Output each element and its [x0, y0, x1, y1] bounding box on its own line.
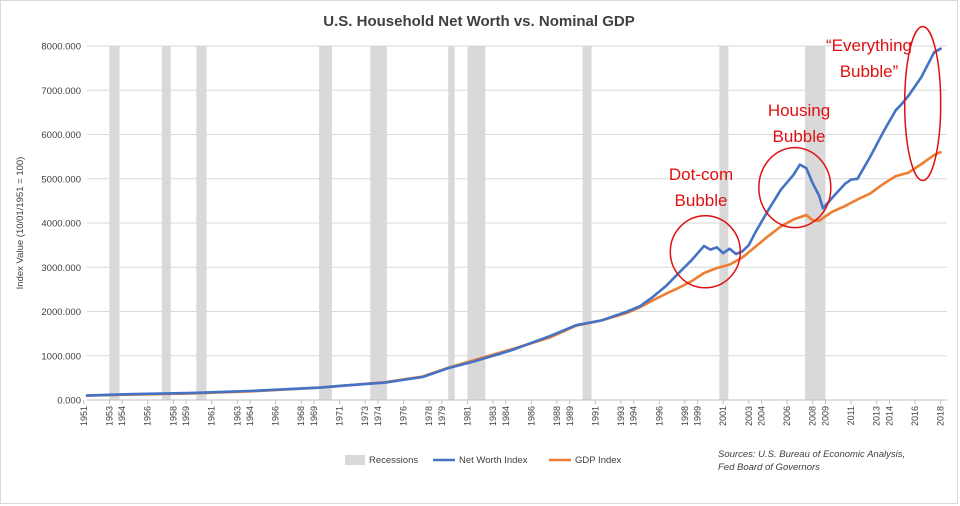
x-tick-label: 1983: [488, 406, 498, 426]
x-tick-label: 1964: [245, 406, 255, 426]
x-tick-label: 2003: [744, 406, 754, 426]
x-tick-label: 1978: [424, 406, 434, 426]
y-tick-label: 6000.000: [41, 130, 81, 141]
x-tick-label: 2016: [910, 406, 920, 426]
source-line: Sources: U.S. Bureau of Economic Analysi…: [718, 449, 905, 460]
x-tick-label: 1984: [501, 406, 511, 426]
x-tick-label: 1971: [335, 406, 345, 426]
annotation-label: Bubble”: [840, 62, 899, 81]
x-tick-label: 1963: [232, 406, 242, 426]
x-tick-label: 1994: [629, 406, 639, 426]
x-tick-label: 2013: [872, 406, 882, 426]
y-tick-label: 1000.000: [41, 351, 81, 362]
legend-label: GDP Index: [575, 455, 622, 466]
annotations: Dot-com Bubble Housing Bubble “Everything Bub…: [669, 25, 942, 289]
legend: Recessions Net Worth Index GDP Index: [345, 455, 622, 466]
x-tick-label: 1996: [654, 406, 664, 426]
x-tick-label: 1958: [168, 406, 178, 426]
x-tick-label: 1999: [693, 406, 703, 426]
y-axis-ticks: 0.000 1000.000 2000.000 3000.000 4000.000 500…: [41, 42, 81, 407]
x-axis-ticks: 1951 1953 1954 1956 1958 1959 1961 1963 1964 1966…: [79, 399, 947, 426]
source-note: Sources: U.S. Bureau of Economic Analysi…: [718, 449, 905, 473]
x-tick-label: 1973: [360, 406, 370, 426]
x-tick-label: 1968: [296, 406, 306, 426]
y-tick-label: 0.000: [57, 396, 81, 407]
y-axis-label: Index Value (10/01/1951 = 100): [15, 157, 26, 290]
x-tick-label: 1986: [526, 406, 536, 426]
x-tick-label: 2008: [808, 406, 818, 426]
x-tick-label: 1993: [616, 406, 626, 426]
legend-label: Recessions: [369, 455, 418, 466]
x-tick-label: 1956: [143, 406, 153, 426]
x-tick-label: 1976: [399, 406, 409, 426]
annotation-label: “Everything: [826, 36, 912, 55]
y-tick-label: 2000.000: [41, 307, 81, 318]
x-tick-label: 1991: [590, 406, 600, 426]
x-tick-label: 1988: [552, 406, 562, 426]
x-tick-label: 2006: [782, 406, 792, 426]
x-tick-label: 1953: [104, 406, 114, 426]
x-tick-label: 1998: [680, 406, 690, 426]
y-tick-label: 7000.000: [41, 86, 81, 97]
legend-swatch-recessions: [345, 455, 365, 465]
annotation-label: Bubble: [773, 127, 826, 146]
annotation-label: Housing: [768, 101, 830, 120]
y-tick-label: 3000.000: [41, 263, 81, 274]
source-line: Fed Board of Governors: [718, 462, 820, 473]
x-tick-label: 1979: [437, 406, 447, 426]
x-tick-label: 2009: [821, 406, 831, 426]
x-tick-label: 2014: [884, 406, 894, 426]
x-tick-label: 1969: [309, 406, 319, 426]
series-lines: [85, 47, 942, 397]
y-tick-label: 4000.000: [41, 219, 81, 230]
x-tick-label: 1961: [207, 406, 217, 426]
x-tick-label: 2011: [846, 406, 856, 425]
annotation-label: Dot-com: [669, 165, 733, 184]
x-tick-label: 2004: [757, 406, 767, 426]
x-tick-label: 2001: [718, 406, 728, 426]
x-tick-label: 1974: [373, 406, 383, 426]
chart-title: U.S. Household Net Worth vs. Nominal GDP: [323, 13, 634, 30]
y-tick-label: 5000.000: [41, 174, 81, 185]
annotation-circle: [758, 146, 832, 229]
y-tick-label: 8000.000: [41, 42, 81, 53]
annotation-circle: [903, 25, 942, 182]
x-tick-label: 1981: [462, 406, 472, 426]
legend-label: Net Worth Index: [459, 455, 528, 466]
x-tick-label: 1959: [181, 406, 191, 426]
x-tick-label: 1989: [565, 406, 575, 426]
x-tick-label: 1951: [79, 406, 89, 426]
gridlines: [87, 45, 947, 401]
x-tick-label: 2018: [936, 406, 946, 426]
x-tick-label: 1954: [117, 406, 127, 426]
annotation-label: Bubble: [675, 191, 728, 210]
x-tick-label: 1966: [271, 406, 281, 426]
annotation-circle: [669, 215, 742, 289]
net-worth-line: [85, 47, 942, 397]
